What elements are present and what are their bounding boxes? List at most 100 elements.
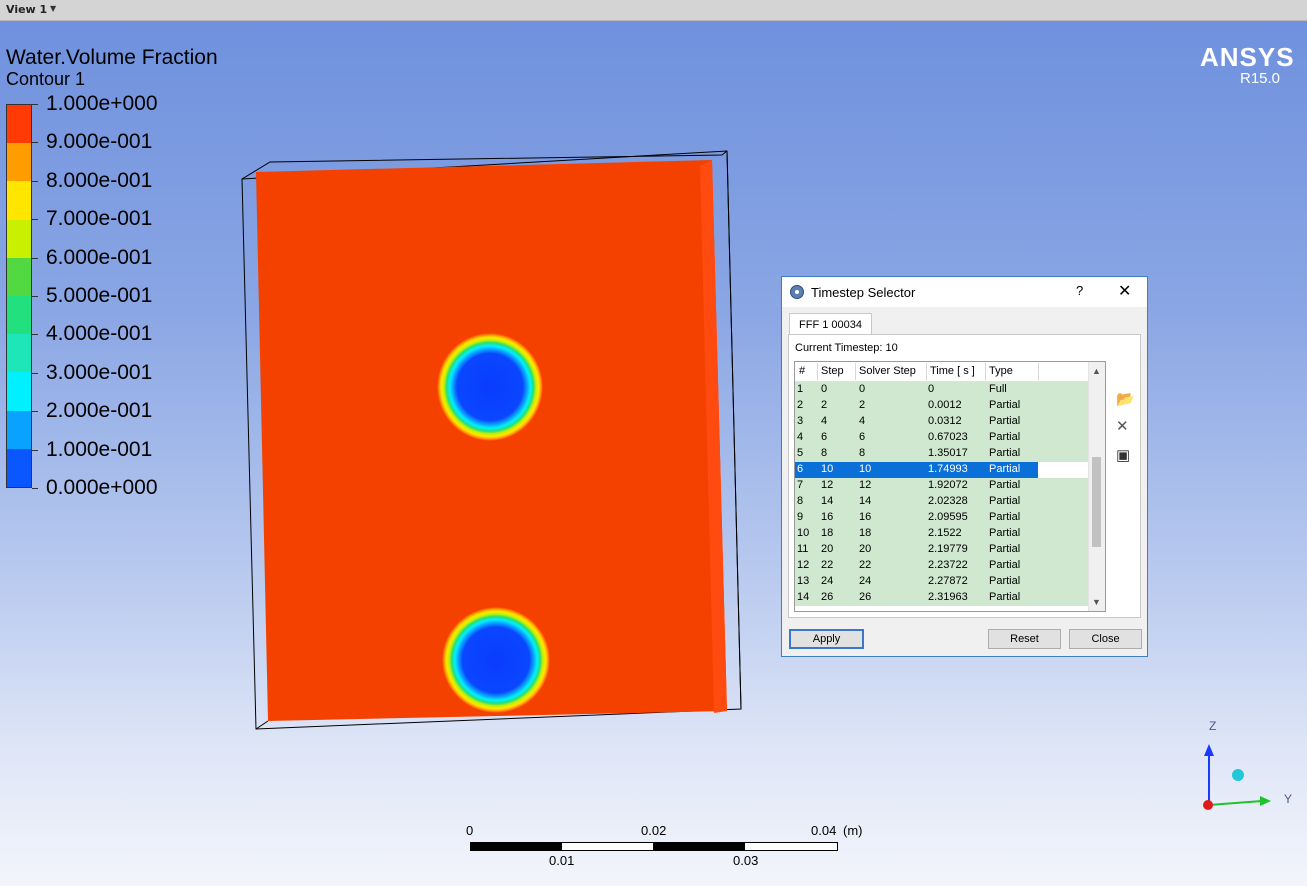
- current-timestep-label: Current Timestep: 10: [795, 342, 898, 354]
- close-button[interactable]: Close: [1069, 629, 1142, 649]
- scrollbar-thumb[interactable]: [1092, 457, 1101, 547]
- table-cell: Partial: [989, 495, 1021, 507]
- domain-outline-edge: [255, 720, 269, 730]
- legend-value-label: 9.000e-001: [46, 130, 153, 154]
- table-row[interactable]: 11 20 20 2.19779 Partial: [795, 542, 1088, 558]
- table-row[interactable]: 2 2 2 0.0012 Partial: [795, 398, 1088, 414]
- table-cell: 1: [797, 383, 804, 395]
- eye-icon: [790, 285, 804, 299]
- table-cell: 24: [821, 575, 834, 587]
- scale-bar-segment: [561, 842, 654, 851]
- table-row[interactable]: 6 10 10 1.74993 Partial: [795, 462, 1038, 478]
- legend-subtitle: Contour 1: [6, 69, 86, 89]
- table-cell: 0.67023: [928, 431, 968, 443]
- delete-icon[interactable]: ✕: [1116, 418, 1129, 435]
- y-axis-arrowhead: [1260, 796, 1271, 806]
- column-header[interactable]: Time [ s ]: [930, 365, 975, 377]
- air-bubble-upper: [437, 333, 543, 441]
- legend-tick: [32, 449, 38, 451]
- vertical-scrollbar[interactable]: ▲ ▼: [1088, 362, 1105, 611]
- legend-value-label: 1.000e+000: [46, 92, 158, 115]
- table-body: 1 0 0 0 Full 2 2 2 0.0012 Partial 3 4 4 0.0312 Partial…: [795, 382, 1088, 611]
- table-cell: 18: [821, 527, 834, 539]
- reset-button[interactable]: Reset: [988, 629, 1061, 649]
- table-cell: 12: [821, 479, 834, 491]
- table-row[interactable]: 14 26 26 2.31963 Partial: [795, 590, 1088, 606]
- table-cell: Partial: [989, 431, 1021, 443]
- table-cell: 4: [821, 415, 828, 427]
- legend-title: Water.Volume Fraction: [6, 46, 218, 69]
- view-orientation-ball[interactable]: [1232, 769, 1244, 781]
- chevron-down-icon[interactable]: ▼: [50, 4, 57, 13]
- table-row[interactable]: 3 4 4 0.0312 Partial: [795, 414, 1088, 430]
- table-cell: Partial: [989, 447, 1021, 459]
- table-cell: Partial: [989, 575, 1021, 587]
- legend-value-label: 3.000e-001: [46, 360, 153, 384]
- legend-segment: [7, 105, 31, 144]
- scroll-down-icon[interactable]: ▼: [1092, 597, 1101, 607]
- dialog-titlebar[interactable]: Timestep Selector ? ✕: [782, 277, 1147, 307]
- legend-segment: [7, 143, 31, 182]
- legend-segment: [7, 410, 31, 449]
- column-header[interactable]: Type: [989, 365, 1013, 377]
- table-row[interactable]: 7 12 12 1.92072 Partial: [795, 478, 1088, 494]
- table-cell: 20: [859, 543, 872, 555]
- table-row[interactable]: 1 0 0 0 Full: [795, 382, 1088, 398]
- table-row[interactable]: 9 16 16 2.09595 Partial: [795, 510, 1088, 526]
- view-selector-label[interactable]: View 1: [6, 3, 48, 16]
- table-cell: 10: [797, 527, 810, 539]
- table-cell: 2: [797, 399, 804, 411]
- scale-tick-003: 0.03: [733, 853, 759, 868]
- legend-tick: [32, 334, 38, 336]
- column-header[interactable]: Solver Step: [859, 365, 916, 377]
- legend-tick: [32, 104, 38, 105]
- table-cell: 12: [797, 559, 810, 571]
- table-row[interactable]: 13 24 24 2.27872 Partial: [795, 574, 1088, 590]
- table-cell: 14: [859, 495, 872, 507]
- table-cell: 11: [797, 543, 809, 555]
- table-cell: 6: [821, 431, 828, 443]
- z-axis-label: Z: [1209, 719, 1217, 733]
- table-row[interactable]: 12 22 22 2.23722 Partial: [795, 558, 1088, 574]
- film-icon[interactable]: ▣: [1116, 447, 1131, 464]
- table-cell: Partial: [989, 463, 1021, 475]
- apply-button[interactable]: Apply: [789, 629, 864, 649]
- table-cell: 8: [821, 447, 828, 459]
- legend-segment: [7, 372, 31, 411]
- table-row[interactable]: 8 14 14 2.02328 Partial: [795, 494, 1088, 510]
- help-button[interactable]: ?: [1076, 283, 1084, 298]
- table-cell: 2.02328: [928, 495, 968, 507]
- viewport-toolbar: View 1 ▼: [0, 0, 1307, 21]
- table-row[interactable]: 5 8 8 1.35017 Partial: [795, 446, 1088, 462]
- z-axis-arrowhead: [1204, 744, 1214, 756]
- table-cell: 10: [859, 463, 872, 475]
- table-cell: 8: [859, 447, 866, 459]
- column-header[interactable]: Step: [821, 365, 844, 377]
- table-cell: 0: [859, 383, 866, 395]
- table-row[interactable]: 4 6 6 0.67023 Partial: [795, 430, 1088, 446]
- column-header[interactable]: #: [799, 365, 806, 377]
- table-cell: 10: [821, 463, 834, 475]
- table-cell: 22: [859, 559, 872, 571]
- table-cell: 2: [859, 399, 866, 411]
- table-cell: 2.23722: [928, 559, 968, 571]
- legend-segment: [7, 181, 31, 220]
- table-cell: Partial: [989, 559, 1021, 571]
- legend-tick: [32, 142, 38, 144]
- close-icon[interactable]: ✕: [1118, 283, 1132, 300]
- open-folder-icon[interactable]: 📂: [1116, 391, 1135, 408]
- legend-tick: [32, 296, 38, 297]
- ansys-logo: ANSYS: [1200, 42, 1295, 72]
- scroll-up-icon[interactable]: ▲: [1092, 366, 1101, 376]
- legend-value-label: 7.000e-001: [46, 207, 153, 231]
- legend-segment: [7, 334, 31, 373]
- scale-tick-004: 0.04: [811, 823, 837, 838]
- legend-tick: [32, 411, 38, 413]
- legend-segment: [7, 257, 31, 296]
- scale-tick-002: 0.02: [641, 823, 667, 838]
- contour-plane-edge: [700, 160, 727, 713]
- table-row[interactable]: 10 18 18 2.1522 Partial: [795, 526, 1088, 542]
- tab-fff-file[interactable]: FFF 1 00034: [789, 313, 872, 336]
